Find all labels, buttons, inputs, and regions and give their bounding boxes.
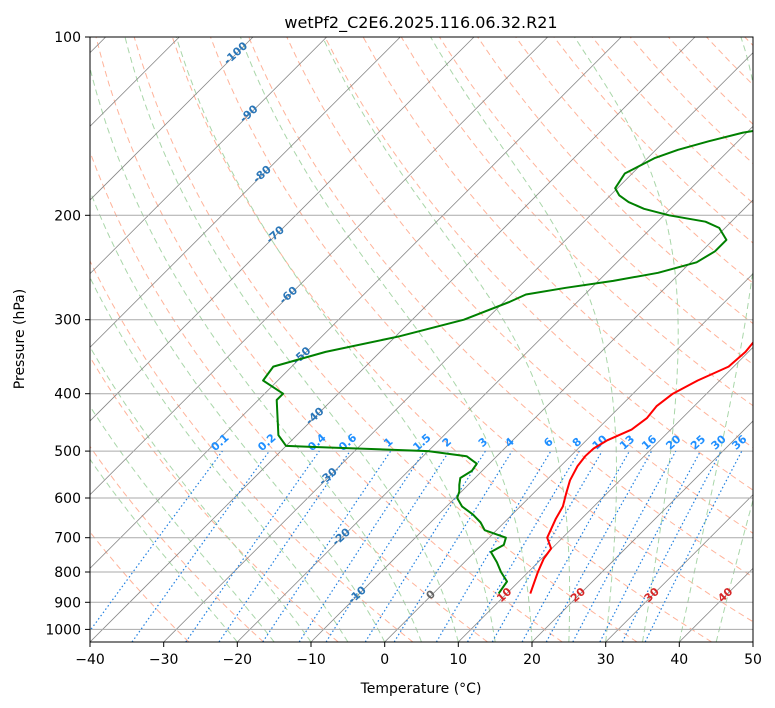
dry-adiabat-line bbox=[171, 37, 712, 642]
mixing-ratio-line bbox=[90, 450, 223, 632]
isotherm-line bbox=[90, 37, 401, 348]
mixing-ratio-line bbox=[325, 450, 450, 642]
x-tick-label: −40 bbox=[75, 652, 105, 668]
dry-adiabat-line bbox=[286, 37, 753, 534]
moist-adiabat-line bbox=[90, 276, 349, 642]
y-tick-label: 500 bbox=[54, 444, 81, 460]
isotherm-line bbox=[531, 420, 753, 642]
x-tick-label: −10 bbox=[296, 652, 326, 668]
dewpoint-profile-line bbox=[262, 130, 753, 595]
isotherm-line bbox=[605, 494, 753, 642]
isotherm-line bbox=[90, 37, 254, 201]
dry-adiabat-line bbox=[248, 37, 753, 578]
y-tick-label: 600 bbox=[54, 491, 81, 507]
mixing-ratio-line bbox=[521, 450, 631, 642]
axes: −40 −30 −20 −10 0 10 20 30 40 50 1000 900 800 700 600 5… bbox=[45, 30, 762, 668]
mixing-ratio-line bbox=[393, 450, 513, 642]
mixing-ratio-line bbox=[644, 450, 743, 642]
y-tick-label: 800 bbox=[54, 565, 81, 581]
y-axis-label: Pressure (hPa) bbox=[12, 289, 28, 389]
background-reference-lines bbox=[90, 37, 753, 642]
dry-adiabat-line bbox=[95, 37, 563, 642]
x-tick-label: 20 bbox=[523, 652, 541, 668]
temperature-profile-line bbox=[529, 341, 753, 594]
dry-adiabat-line bbox=[324, 37, 753, 491]
x-tick-label: −20 bbox=[223, 652, 253, 668]
moist-adiabat-line bbox=[90, 458, 238, 642]
y-tick-label: 700 bbox=[54, 531, 81, 547]
moist-adiabat-line bbox=[574, 37, 679, 642]
isotherm-line bbox=[163, 52, 753, 642]
x-axis-label: Temperature (°C) bbox=[360, 681, 482, 697]
mixing-ratio-line bbox=[572, 450, 677, 642]
moist-adiabat-line bbox=[90, 65, 422, 642]
moist-adiabat-line bbox=[715, 498, 753, 642]
moist-adiabat-line bbox=[90, 189, 386, 642]
mixing-ratio-line bbox=[545, 450, 653, 642]
moist-adiabat-line bbox=[322, 37, 571, 642]
isotherm-line bbox=[90, 37, 475, 422]
x-tick-label: −30 bbox=[149, 652, 179, 668]
mixing-ratio-line bbox=[131, 450, 270, 642]
isotherm-line bbox=[90, 37, 696, 642]
plot-frame bbox=[89, 36, 754, 643]
y-tick-label: 1000 bbox=[45, 622, 81, 638]
moist-adiabat-line bbox=[175, 37, 496, 642]
y-tick-label: 300 bbox=[54, 313, 81, 329]
dry-adiabat-line bbox=[90, 445, 264, 642]
sounding-lines bbox=[262, 130, 753, 595]
y-tick-label: 200 bbox=[54, 208, 81, 224]
moist-adiabat-line bbox=[430, 37, 617, 642]
chart-title: wetPf2_C2E6.2025.116.06.32.R21 bbox=[284, 13, 557, 33]
moist-adiabat-line bbox=[239, 37, 533, 642]
moist-adiabat-line bbox=[124, 37, 459, 642]
isotherm-line bbox=[310, 199, 753, 642]
mixing-ratio-line bbox=[298, 450, 425, 642]
isotherm-line bbox=[90, 37, 622, 569]
moist-adiabat-line bbox=[90, 405, 275, 642]
isotherm-line bbox=[752, 641, 753, 642]
plot-area bbox=[90, 37, 753, 642]
moist-adiabat-line bbox=[678, 37, 753, 642]
dry-adiabat-line bbox=[210, 37, 753, 623]
dry-adiabat-line bbox=[90, 259, 414, 642]
x-tick-label: 40 bbox=[670, 652, 688, 668]
mixing-ratio-line bbox=[218, 450, 351, 642]
isotherm-line bbox=[384, 273, 753, 642]
x-tick-label: 50 bbox=[744, 652, 762, 668]
x-tick-label: 0 bbox=[380, 652, 389, 668]
x-tick-label: 30 bbox=[597, 652, 615, 668]
isotherm-line bbox=[90, 37, 548, 496]
y-tick-label: 900 bbox=[54, 595, 81, 611]
dry-adiabat-line bbox=[90, 356, 339, 642]
isotherm-line bbox=[237, 125, 753, 642]
y-tick-label: 400 bbox=[54, 387, 81, 403]
mixing-ratio-line bbox=[262, 450, 392, 642]
dry-adiabat-line bbox=[515, 37, 753, 284]
isotherm-line bbox=[458, 346, 753, 642]
mixing-ratio-line bbox=[185, 450, 320, 642]
y-tick-label: 100 bbox=[54, 30, 81, 46]
isotherm-line bbox=[90, 37, 327, 275]
x-tick-label: 10 bbox=[449, 652, 467, 668]
dry-adiabat-line bbox=[133, 37, 638, 642]
